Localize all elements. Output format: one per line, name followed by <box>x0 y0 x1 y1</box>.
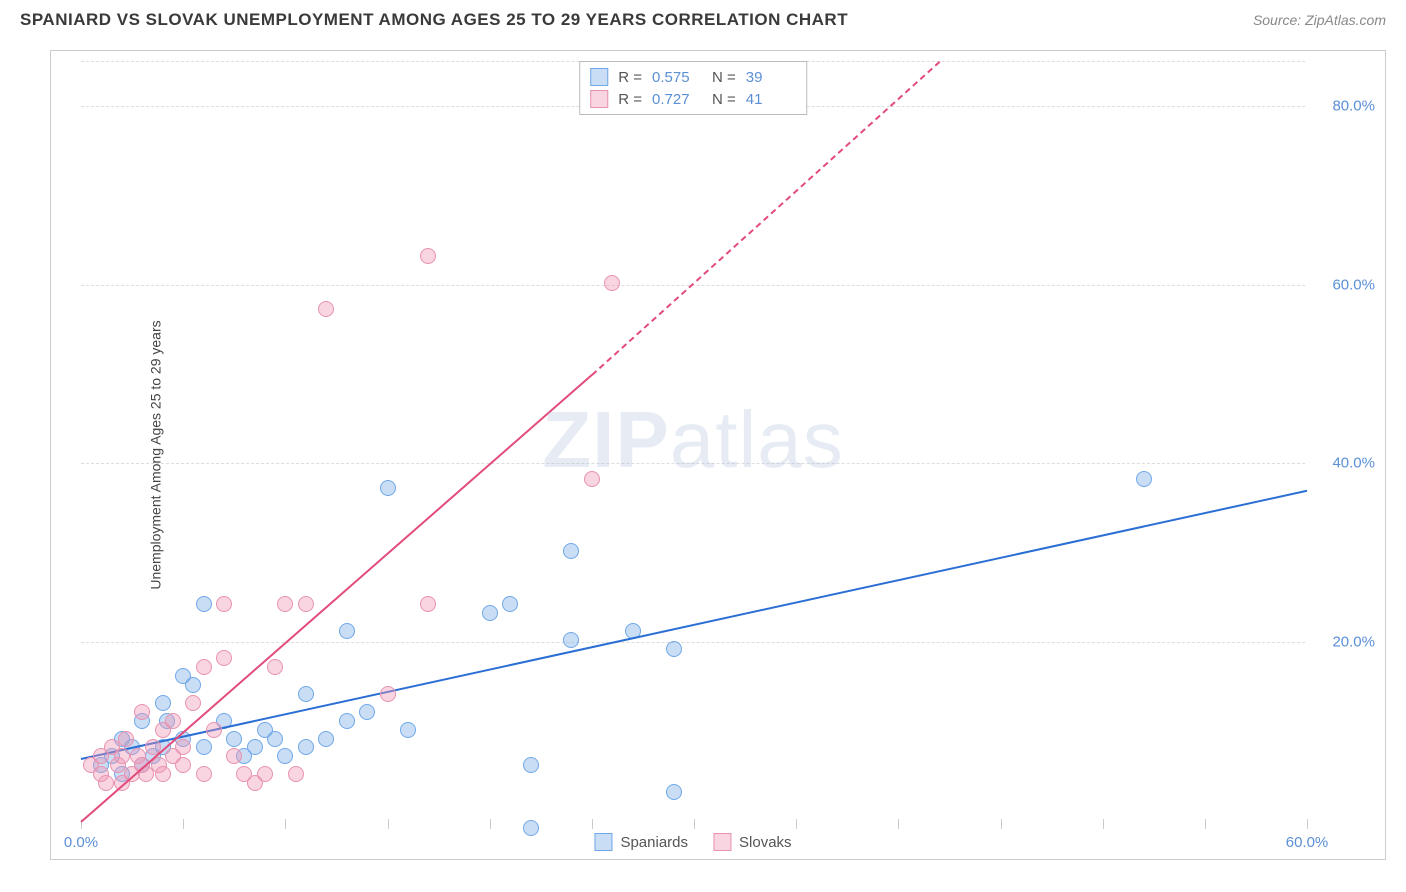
data-point <box>175 739 191 755</box>
legend-swatch <box>713 833 731 851</box>
data-point <box>277 596 293 612</box>
source-attribution: Source: ZipAtlas.com <box>1253 12 1386 28</box>
y-tick-label: 20.0% <box>1332 634 1375 651</box>
data-point <box>196 739 212 755</box>
data-point <box>339 713 355 729</box>
series-legend: Spaniards Slovaks <box>594 833 791 851</box>
data-point <box>298 596 314 612</box>
trend-line <box>81 490 1307 760</box>
data-point <box>247 739 263 755</box>
x-tick <box>285 819 286 829</box>
legend-n-value: 39 <box>746 69 796 86</box>
chart-title: SPANIARD VS SLOVAK UNEMPLOYMENT AMONG AG… <box>20 10 848 30</box>
data-point <box>563 543 579 559</box>
y-tick-label: 40.0% <box>1332 455 1375 472</box>
legend-item: Slovaks <box>713 833 792 851</box>
data-point <box>318 731 334 747</box>
data-point <box>196 766 212 782</box>
legend-item: Spaniards <box>594 833 688 851</box>
x-tick <box>490 819 491 829</box>
legend-r-value: 0.727 <box>652 91 702 108</box>
x-tick <box>388 819 389 829</box>
data-point <box>318 301 334 317</box>
legend-swatch <box>590 68 608 86</box>
x-tick-label: 60.0% <box>1286 834 1329 851</box>
data-point <box>1136 471 1152 487</box>
data-point <box>114 748 130 764</box>
legend-n-label: N = <box>712 69 736 86</box>
legend-row: R = 0.727 N = 41 <box>590 88 796 110</box>
data-point <box>666 641 682 657</box>
data-point <box>175 757 191 773</box>
data-point <box>400 722 416 738</box>
x-tick <box>898 819 899 829</box>
data-point <box>482 605 498 621</box>
data-point <box>277 748 293 764</box>
legend-r-label: R = <box>618 91 642 108</box>
x-tick <box>1205 819 1206 829</box>
data-point <box>185 695 201 711</box>
legend-series-label: Slovaks <box>739 834 792 851</box>
data-point <box>359 704 375 720</box>
plot-area: ZIPatlas R =0.575N =39R =0.727N =41 Span… <box>81 61 1305 819</box>
data-point <box>118 731 134 747</box>
legend-r-value: 0.575 <box>652 69 702 86</box>
x-tick <box>183 819 184 829</box>
x-tick <box>592 819 593 829</box>
y-tick-label: 80.0% <box>1332 97 1375 114</box>
legend-series-label: Spaniards <box>620 834 688 851</box>
correlation-legend: R = 0.575 N = 39 R = 0.727 N = 41 <box>579 61 807 115</box>
data-point <box>196 659 212 675</box>
data-point <box>216 596 232 612</box>
legend-swatch <box>594 833 612 851</box>
x-tick-label: 0.0% <box>64 834 98 851</box>
data-point <box>339 623 355 639</box>
data-point <box>98 775 114 791</box>
data-point <box>666 784 682 800</box>
data-point <box>420 248 436 264</box>
data-point <box>185 677 201 693</box>
data-point <box>216 650 232 666</box>
x-tick <box>1307 819 1308 829</box>
data-point <box>380 480 396 496</box>
legend-n-label: N = <box>712 91 736 108</box>
grid-line <box>81 642 1305 643</box>
legend-swatch <box>590 90 608 108</box>
data-point <box>298 686 314 702</box>
legend-row: R = 0.575 N = 39 <box>590 66 796 88</box>
data-point <box>134 704 150 720</box>
legend-n-value: 41 <box>746 91 796 108</box>
x-tick <box>1001 819 1002 829</box>
data-point <box>523 757 539 773</box>
data-point <box>288 766 304 782</box>
data-point <box>420 596 436 612</box>
data-point <box>267 659 283 675</box>
data-point <box>584 471 600 487</box>
data-point <box>523 820 539 836</box>
data-point <box>267 731 283 747</box>
data-point <box>502 596 518 612</box>
data-point <box>298 739 314 755</box>
grid-line <box>81 463 1305 464</box>
data-point <box>165 713 181 729</box>
x-tick <box>796 819 797 829</box>
data-point <box>155 695 171 711</box>
data-point <box>380 686 396 702</box>
chart-container: Unemployment Among Ages 25 to 29 years Z… <box>50 50 1386 860</box>
data-point <box>604 275 620 291</box>
data-point <box>206 722 222 738</box>
data-point <box>226 748 242 764</box>
legend-r-label: R = <box>618 69 642 86</box>
data-point <box>257 766 273 782</box>
data-point <box>563 632 579 648</box>
data-point <box>196 596 212 612</box>
data-point <box>226 731 242 747</box>
y-tick-label: 60.0% <box>1332 276 1375 293</box>
x-tick <box>694 819 695 829</box>
data-point <box>155 766 171 782</box>
x-tick <box>1103 819 1104 829</box>
